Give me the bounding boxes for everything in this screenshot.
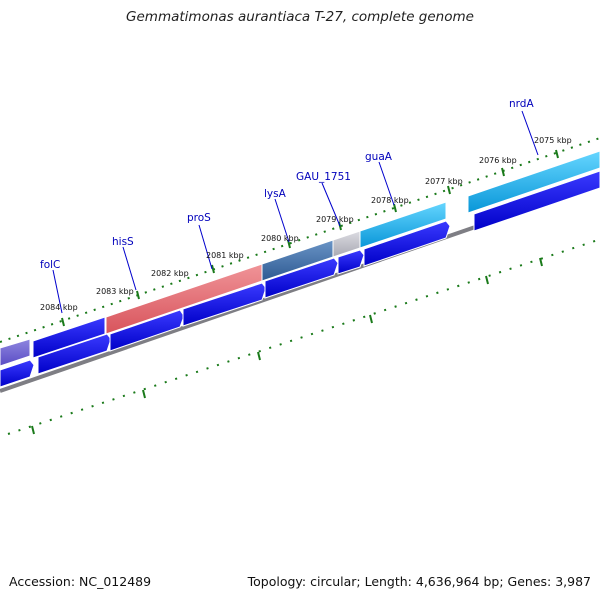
map-title: Gemmatimonas aurantiaca T-27, complete g… [126, 9, 474, 25]
cds-arrow-6[interactable] [337, 249, 365, 275]
cds-arrow-1[interactable] [0, 359, 35, 388]
kbp-label-2078: 2078 kbp [371, 196, 409, 205]
kbp-label-2076: 2076 kbp [479, 156, 517, 165]
gene-labels: folC hisS proS lysA GAU_1751 guaA nrdA [40, 98, 534, 271]
kbp-label-2081: 2081 kbp [206, 251, 244, 260]
genome-info-text: Topology: circular; Length: 4,636,964 bp… [247, 574, 591, 589]
gene-label-proS[interactable]: proS [187, 212, 211, 224]
outer-tick-ring [0, 137, 600, 343]
cds-arrow-8[interactable] [473, 170, 600, 232]
accession-text: Accession: NC_012489 [9, 574, 152, 589]
inner-tick-ring [7, 239, 599, 435]
feature-nrdA[interactable] [467, 150, 600, 214]
gene-label-leaders [52, 110, 539, 314]
cds-arrow-7[interactable] [363, 220, 451, 267]
gene-label-lysA[interactable]: lysA [264, 188, 287, 200]
kbp-label-2084: 2084 kbp [40, 303, 78, 312]
feature-track-colored [0, 150, 600, 367]
kbp-label-2080: 2080 kbp [261, 234, 299, 243]
kbp-label-2075: 2075 kbp [534, 136, 572, 145]
inner-major-ticks [31, 257, 543, 435]
gene-label-hisS[interactable]: hisS [112, 236, 134, 248]
kbp-labels: 2084 kbp 2083 kbp 2082 kbp 2081 kbp 2080… [40, 136, 572, 312]
kbp-label-2082: 2082 kbp [151, 269, 189, 278]
feature-folC-blue[interactable] [32, 316, 106, 359]
feature-guaA[interactable] [359, 201, 447, 249]
kbp-label-2077: 2077 kbp [425, 177, 463, 186]
gene-label-guaA[interactable]: guaA [365, 151, 393, 163]
gene-label-nrdA[interactable]: nrdA [509, 98, 534, 110]
gene-label-GAU_1751[interactable]: GAU_1751 [296, 171, 351, 183]
cds-arrow-3[interactable] [109, 309, 185, 352]
kbp-label-2079: 2079 kbp [316, 215, 354, 224]
cds-arrow-2[interactable] [37, 333, 112, 375]
gene-label-folC[interactable]: folC [40, 259, 60, 271]
feature-folC[interactable] [0, 338, 31, 367]
cds-arrow-5[interactable] [264, 257, 339, 299]
feature-track-cds [0, 170, 600, 388]
kbp-label-2083: 2083 kbp [96, 287, 134, 296]
cds-arrow-4[interactable] [182, 282, 267, 327]
